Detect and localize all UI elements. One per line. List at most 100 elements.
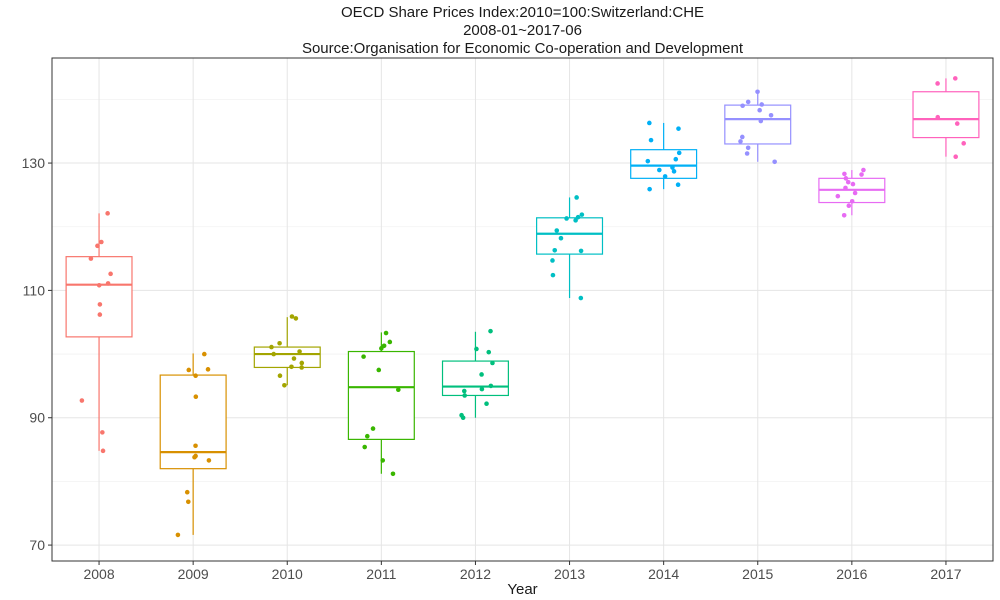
data-point (961, 141, 966, 146)
x-tick-label: 2016 (836, 566, 867, 582)
chart-subtitle: 2008-01~2017-06 (463, 22, 582, 39)
data-point (738, 139, 743, 144)
x-tick-label: 2013 (554, 566, 585, 582)
box-2008 (65, 213, 133, 451)
data-point (550, 272, 556, 278)
data-point (79, 398, 85, 403)
iqr-box (159, 374, 227, 470)
data-point (396, 387, 401, 393)
y-tick-label: 90 (29, 410, 45, 426)
data-point (744, 151, 750, 156)
data-point (488, 383, 494, 389)
data-point (269, 344, 274, 350)
data-point (193, 394, 199, 400)
data-point (202, 351, 207, 357)
data-point (381, 343, 387, 349)
data-point (362, 444, 367, 450)
data-point (573, 218, 578, 223)
data-point (662, 174, 668, 179)
iqr-box (347, 350, 415, 440)
data-point (954, 121, 960, 126)
data-point (387, 339, 393, 345)
box-2010 (253, 317, 321, 386)
data-point (97, 302, 103, 307)
data-point (673, 156, 679, 162)
data-point (843, 176, 849, 181)
data-point (105, 281, 111, 286)
data-point (361, 354, 366, 359)
data-point (745, 99, 751, 105)
data-point (474, 346, 479, 352)
data-point (479, 372, 484, 377)
data-point (364, 433, 370, 439)
data-point (383, 330, 389, 336)
data-point (676, 150, 682, 156)
data-point (97, 312, 103, 317)
data-point (745, 145, 751, 151)
data-point (289, 364, 294, 370)
data-point (490, 360, 495, 366)
x-tick-label: 2009 (178, 566, 209, 582)
data-point (486, 349, 492, 355)
data-point (671, 169, 677, 174)
data-point (88, 256, 94, 261)
data-point (105, 211, 110, 216)
data-point (96, 283, 102, 288)
box-series (65, 78, 980, 535)
data-point (277, 340, 282, 346)
data-point (186, 367, 192, 373)
data-point (647, 120, 652, 126)
box-2013 (536, 197, 604, 299)
data-point (952, 76, 958, 81)
iqr-box (724, 104, 792, 145)
data-point (768, 113, 774, 118)
data-point (282, 382, 287, 388)
data-point (953, 154, 959, 159)
data-point (846, 203, 852, 209)
box-2016 (818, 170, 886, 216)
data-point (291, 356, 297, 361)
chart-titles: OECD Share Prices Index:2010=100:Switzer… (52, 4, 993, 58)
data-point (95, 243, 100, 249)
data-point (676, 126, 681, 131)
iqr-box (536, 217, 604, 255)
x-tick-label: 2017 (930, 566, 961, 582)
data-point (647, 186, 652, 192)
box-2017 (912, 78, 980, 157)
x-tick-label: 2015 (742, 566, 773, 582)
y-tick-label: 70 (29, 537, 45, 553)
box-2011 (347, 332, 415, 474)
data-point (859, 172, 864, 177)
box-2015 (724, 91, 792, 162)
data-point (488, 328, 493, 334)
data-point (675, 182, 681, 188)
data-point (558, 235, 564, 241)
x-tick-label: 2014 (648, 566, 679, 582)
data-point (842, 171, 847, 177)
data-point (554, 228, 560, 233)
data-point (861, 167, 866, 173)
data-point (579, 212, 585, 217)
data-point (845, 179, 851, 185)
data-point (841, 212, 847, 218)
chart-title: OECD Share Prices Index:2010=100:Switzer… (340, 4, 705, 21)
data-point (277, 373, 283, 379)
box-2014 (630, 122, 698, 190)
iqr-box (441, 360, 509, 397)
box-2009 (159, 353, 227, 535)
data-point (462, 393, 467, 398)
data-point (461, 388, 467, 394)
data-point (852, 190, 858, 196)
iqr-box (912, 91, 980, 139)
data-point (849, 198, 855, 204)
data-point (758, 118, 764, 124)
data-point (289, 314, 295, 319)
data-point (459, 412, 464, 418)
data-point (193, 453, 198, 459)
iqr-box (630, 149, 698, 179)
data-point (564, 216, 569, 221)
data-point (648, 137, 654, 143)
x-tick-label: 2011 (366, 566, 396, 582)
data-point (184, 489, 190, 495)
data-point (759, 102, 765, 107)
